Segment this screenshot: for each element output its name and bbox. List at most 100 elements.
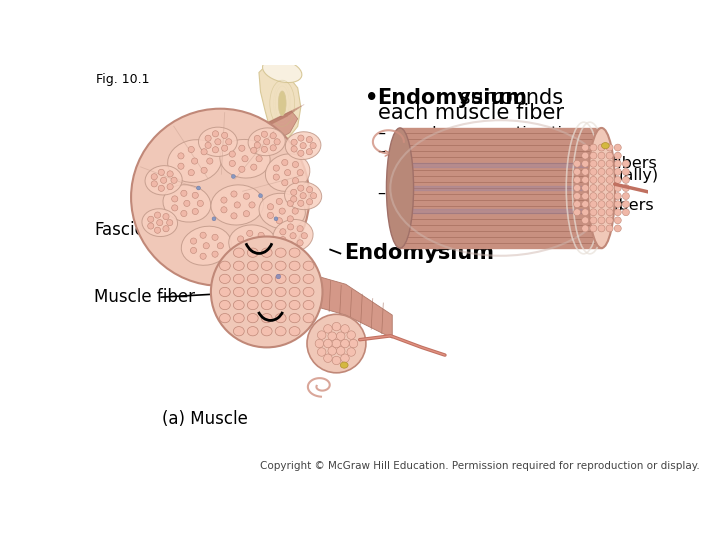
Circle shape	[280, 229, 286, 235]
Circle shape	[582, 193, 589, 200]
Ellipse shape	[303, 274, 314, 284]
Circle shape	[200, 253, 206, 259]
Ellipse shape	[220, 139, 270, 178]
Circle shape	[151, 181, 158, 187]
Circle shape	[251, 147, 257, 153]
Ellipse shape	[229, 225, 276, 262]
Circle shape	[274, 217, 278, 221]
Circle shape	[292, 208, 298, 214]
Ellipse shape	[279, 91, 286, 116]
Circle shape	[310, 193, 317, 199]
Circle shape	[276, 218, 282, 224]
Circle shape	[297, 185, 304, 191]
Circle shape	[582, 160, 589, 167]
Circle shape	[167, 171, 174, 177]
Circle shape	[614, 193, 621, 200]
Ellipse shape	[199, 127, 238, 157]
Circle shape	[280, 237, 286, 243]
Circle shape	[590, 193, 597, 200]
Circle shape	[614, 201, 621, 208]
Ellipse shape	[289, 274, 300, 284]
Circle shape	[207, 158, 213, 164]
Circle shape	[598, 193, 605, 200]
Circle shape	[239, 145, 245, 151]
Circle shape	[614, 185, 621, 192]
Circle shape	[347, 348, 356, 356]
Circle shape	[574, 209, 580, 215]
Circle shape	[184, 200, 190, 206]
Circle shape	[205, 142, 211, 149]
Circle shape	[622, 209, 629, 215]
Circle shape	[200, 232, 206, 238]
Circle shape	[181, 190, 187, 197]
Ellipse shape	[289, 300, 300, 309]
Text: Fascicle: Fascicle	[94, 221, 158, 239]
Ellipse shape	[261, 327, 272, 336]
Ellipse shape	[588, 128, 615, 248]
Ellipse shape	[289, 327, 300, 336]
Circle shape	[582, 201, 589, 208]
Circle shape	[212, 217, 216, 221]
Circle shape	[606, 209, 613, 215]
Ellipse shape	[248, 128, 285, 156]
Circle shape	[307, 314, 366, 373]
Polygon shape	[400, 128, 601, 248]
Circle shape	[574, 201, 580, 208]
Polygon shape	[400, 186, 601, 190]
Ellipse shape	[275, 300, 286, 309]
Circle shape	[229, 160, 235, 166]
Circle shape	[261, 146, 268, 152]
Circle shape	[258, 194, 262, 198]
Circle shape	[273, 165, 279, 171]
Circle shape	[292, 161, 299, 167]
Circle shape	[582, 209, 589, 215]
Circle shape	[243, 193, 250, 199]
Circle shape	[310, 143, 316, 148]
Circle shape	[212, 251, 218, 257]
Circle shape	[273, 174, 279, 180]
Circle shape	[178, 153, 184, 159]
Circle shape	[178, 163, 184, 169]
Ellipse shape	[259, 193, 305, 229]
Circle shape	[215, 139, 221, 145]
Circle shape	[192, 158, 198, 164]
Circle shape	[291, 139, 297, 145]
Circle shape	[306, 148, 312, 155]
Circle shape	[270, 145, 276, 151]
Circle shape	[349, 339, 358, 348]
Circle shape	[267, 212, 274, 219]
Text: Muscle fiber: Muscle fiber	[94, 288, 195, 306]
Circle shape	[614, 209, 621, 215]
Ellipse shape	[261, 300, 272, 309]
Circle shape	[188, 170, 194, 176]
Circle shape	[242, 156, 248, 162]
Ellipse shape	[303, 314, 314, 323]
Circle shape	[229, 151, 235, 157]
Circle shape	[279, 208, 285, 214]
Circle shape	[590, 168, 597, 176]
Ellipse shape	[275, 327, 286, 336]
Circle shape	[222, 145, 228, 151]
Circle shape	[614, 225, 621, 232]
Circle shape	[258, 248, 264, 255]
Circle shape	[614, 168, 621, 176]
Circle shape	[301, 233, 307, 239]
Ellipse shape	[145, 166, 182, 195]
Circle shape	[291, 146, 297, 152]
Circle shape	[606, 201, 613, 208]
Ellipse shape	[248, 300, 258, 309]
Circle shape	[582, 144, 589, 151]
Circle shape	[251, 164, 257, 170]
Circle shape	[217, 242, 223, 249]
Ellipse shape	[220, 314, 230, 323]
Ellipse shape	[303, 287, 314, 296]
Ellipse shape	[387, 128, 413, 248]
Circle shape	[598, 225, 605, 232]
Text: (a) Muscle: (a) Muscle	[162, 410, 248, 428]
Circle shape	[590, 144, 597, 151]
Circle shape	[221, 197, 227, 203]
Circle shape	[606, 152, 613, 159]
Ellipse shape	[142, 209, 178, 237]
Ellipse shape	[273, 219, 313, 252]
Ellipse shape	[168, 140, 222, 183]
